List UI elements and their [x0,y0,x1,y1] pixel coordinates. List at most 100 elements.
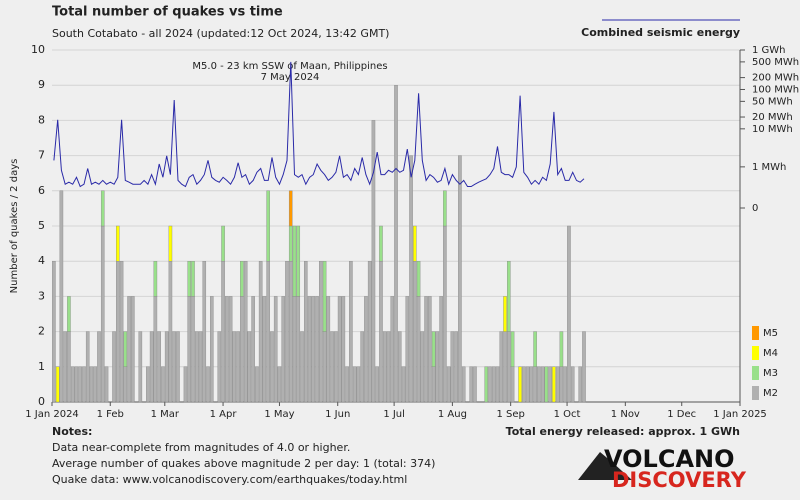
bar [100,190,105,227]
bar [416,296,421,403]
bar [240,296,244,403]
bar [138,331,143,403]
y-tick-label: 4 [38,254,45,267]
bar [191,261,195,297]
bar [258,261,263,403]
x-tick-label: 1 Feb [97,409,124,420]
x-tick-label: 1 Nov [611,409,640,420]
bar [52,261,56,403]
bar [266,190,270,262]
notes-line: Data near-complete from magnitudes of 4.… [52,441,350,454]
y-tick-label: 10 [31,43,45,56]
y2-tick-label: 1 MWh [752,162,786,173]
bar [488,366,492,403]
bar [187,296,192,403]
bar [240,261,244,297]
bar [435,331,440,403]
bar [194,331,199,403]
y-tick-label: 7 [38,149,45,162]
energy-line [53,61,585,188]
bar [386,331,391,403]
bar [281,296,285,403]
y-tick-label: 0 [38,395,45,408]
bar [559,366,564,403]
logo-text: VOLCANO [604,445,735,473]
y2-tick-label: 500 MWh [752,57,799,68]
bar [127,296,131,403]
legend-swatch [752,326,759,340]
y2-tick-label: 50 MWh [752,96,793,107]
bar [119,261,124,403]
x-tick-label: 1 Oct [554,409,581,420]
bar [431,366,436,403]
bar [548,366,552,403]
bar [292,296,297,403]
bar [544,366,549,403]
x-tick-label: 1 Mar [151,409,180,420]
bar [491,366,496,403]
bar [70,366,75,403]
bar [360,331,364,403]
y-tick-label: 1 [38,360,45,373]
bar [443,190,447,227]
bar [507,261,511,332]
bar [187,261,192,297]
bar [473,366,477,403]
bar [567,225,571,403]
bar [334,331,338,403]
bar [273,296,278,403]
y2-tick-label: 100 MWh [752,84,799,95]
annotation: M5.0 - 23 km SSW of Maan, Philippines [192,61,387,72]
bar [345,366,349,403]
bar [221,261,225,403]
bar [352,366,357,403]
bar [307,296,312,403]
notes-title: Notes: [52,425,92,438]
bar [379,225,383,262]
y2-tick-label: 1 GWh [752,45,786,56]
bar [67,331,71,403]
bar [146,366,150,403]
bar [55,366,60,403]
bar [288,190,293,227]
bar [191,296,195,403]
bar [322,261,327,332]
bar [97,331,101,403]
bar [424,296,428,403]
bar [367,261,372,403]
bar [401,366,406,403]
bar [420,331,425,403]
legend-label: M3 [763,368,778,379]
bar [59,190,64,403]
bar [413,261,417,403]
bar [507,331,511,403]
bar [578,366,582,403]
bar [364,296,368,403]
bar [243,261,248,403]
bar [552,366,556,403]
bar [461,366,466,403]
bar [405,296,410,403]
x-tick-label: 1 Aug [438,409,467,420]
bar [292,225,297,297]
x-tick-label: 1 Jan 2024 [25,409,79,420]
bar [371,120,376,403]
bar [510,331,515,368]
bar [210,296,214,403]
y-tick-label: 5 [38,219,45,232]
notes-line: Quake data: www.volcanodiscovery.com/ear… [52,473,407,486]
legend-swatch [752,346,759,360]
bar [104,366,109,403]
bar [469,366,473,403]
bar [319,261,323,403]
bar [74,366,79,403]
bar [63,331,67,403]
bar [270,331,274,403]
bar [228,296,233,403]
bar [529,366,534,403]
bar [484,366,489,403]
bar [93,366,98,403]
x-tick-label: 1 Jun [325,409,350,420]
x-tick-label: 1 Sep [496,409,524,420]
y-tick-label: 6 [38,184,45,197]
